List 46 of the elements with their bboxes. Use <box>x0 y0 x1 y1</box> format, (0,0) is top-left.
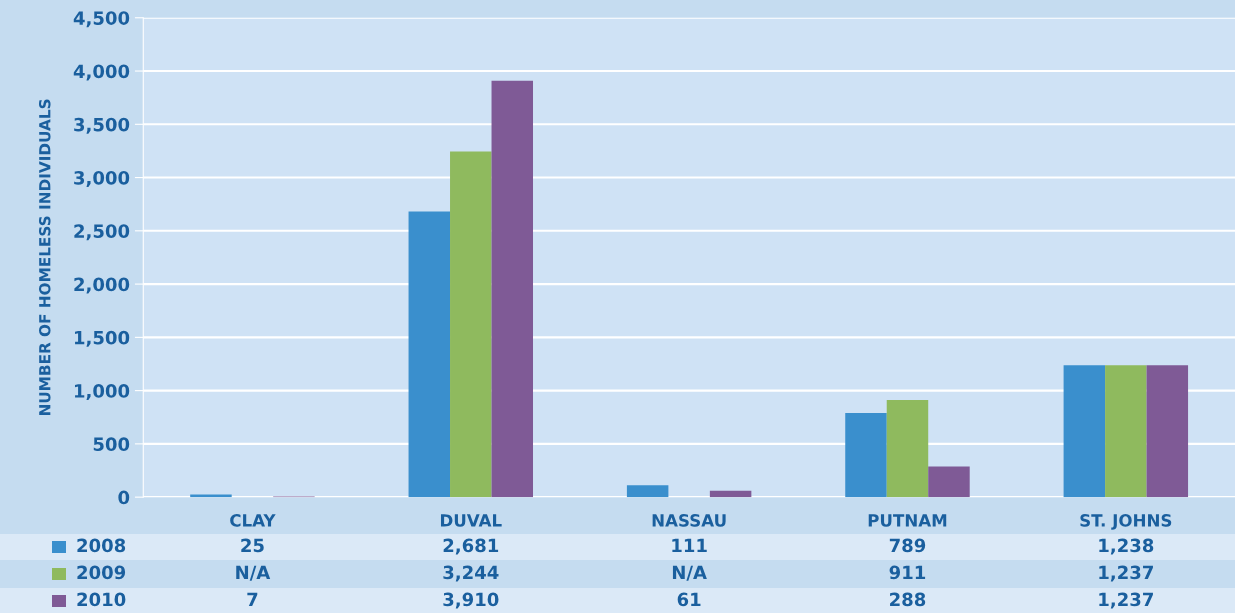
data-label: 1,237 <box>1099 592 1153 609</box>
bar <box>1105 365 1147 498</box>
data-label: 1,238 <box>1099 538 1154 555</box>
bar <box>408 211 451 498</box>
y-tick-label: 500 <box>93 437 130 451</box>
x-tick-label: NASSAU <box>652 514 726 527</box>
bar <box>1146 365 1189 498</box>
y-tick-label: 4,500 <box>73 11 130 28</box>
legend-label: 2010 <box>77 592 126 607</box>
text: N/A <box>236 565 271 581</box>
legend-label: 2009 <box>77 565 126 580</box>
data-label: 3,910 <box>443 592 499 609</box>
bar <box>886 400 929 498</box>
data-label: 3,244 <box>443 565 499 582</box>
legend-label: 2008 <box>77 538 126 553</box>
y-tick-label: 3,500 <box>74 117 130 134</box>
data-label: 288 <box>890 592 926 607</box>
data-label: 1,237 <box>1099 565 1153 582</box>
y-axis-title: NUMBER OF HOMELESS INDIVIDUALS <box>39 99 51 416</box>
data-label: 2,681 <box>443 538 499 555</box>
bar <box>190 494 232 498</box>
data-label: 25 <box>241 538 264 553</box>
y-tick-label: 1,000 <box>74 384 130 401</box>
bar <box>928 466 970 498</box>
data-label: 911 <box>889 565 926 580</box>
text: N/A <box>672 565 707 581</box>
x-tick-label: PUTNAM <box>868 514 947 527</box>
x-tick-label: ST. JOHNS <box>1080 514 1172 530</box>
y-tick-label: 4,000 <box>73 64 130 81</box>
bar <box>1063 365 1106 498</box>
data-label: 789 <box>889 538 926 553</box>
bar <box>626 485 669 498</box>
bar <box>845 413 887 498</box>
y-tick-label: 1,500 <box>74 330 130 347</box>
y-tick-label: 0 <box>118 490 130 505</box>
y-tick-label: 2,500 <box>74 224 130 241</box>
y-tick-label: 2,000 <box>74 277 130 294</box>
bar <box>491 80 534 498</box>
data-label: 61 <box>677 592 701 607</box>
bar <box>709 490 752 498</box>
data-label: 7 <box>247 592 258 606</box>
y-tick-label: 3,000 <box>74 171 130 187</box>
bar <box>450 151 492 498</box>
x-tick-label: DUVAL <box>440 514 502 527</box>
data-label: 111 <box>672 538 707 552</box>
x-tick-label: CLAY <box>230 514 276 527</box>
